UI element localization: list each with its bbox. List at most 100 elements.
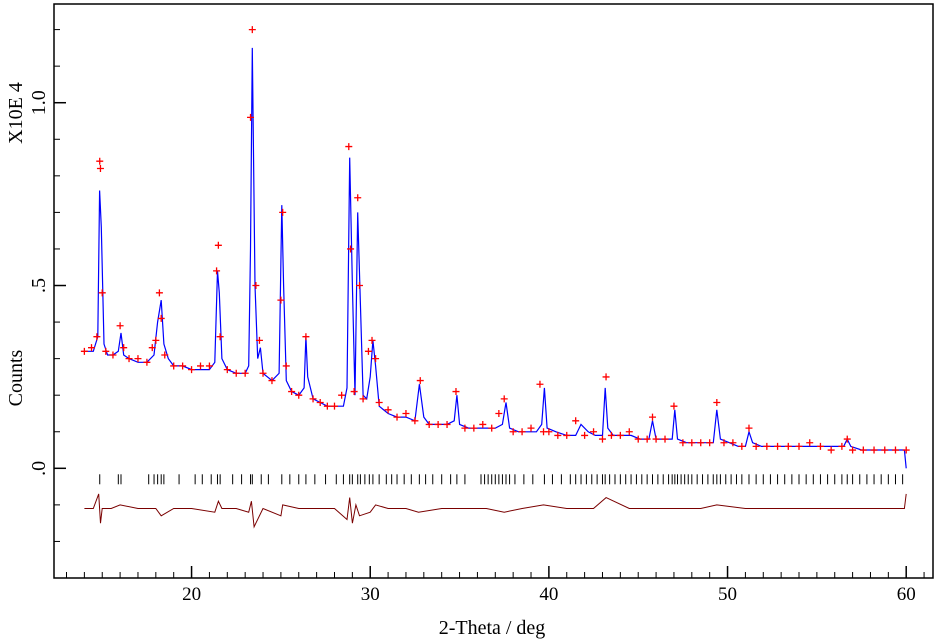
observed-point: [148, 344, 156, 352]
observed-point: [643, 435, 651, 443]
y-axis-label: Counts: [5, 349, 27, 406]
observed-point: [509, 428, 517, 436]
x-tick-label: 30: [361, 584, 380, 605]
observed-point: [697, 439, 705, 447]
observed-point: [364, 347, 372, 355]
observed-point: [223, 366, 231, 374]
observed-point: [345, 143, 353, 151]
observed-point: [241, 369, 249, 377]
x-tick-label: 50: [718, 584, 737, 605]
observed-point: [88, 344, 96, 352]
observed-point: [495, 409, 503, 417]
y-tick-label: .0: [28, 461, 50, 476]
observed-point: [152, 336, 160, 344]
x-axis-label: 2-Theta / deg: [439, 617, 546, 639]
observed-point: [500, 395, 508, 403]
observed-point: [572, 417, 580, 425]
observed-point: [838, 442, 846, 450]
observed-point: [350, 388, 358, 396]
observed-point: [843, 435, 851, 443]
observed-point: [372, 355, 380, 363]
x-tick-label: 20: [182, 584, 201, 605]
observed-point: [288, 388, 296, 396]
observed-point: [425, 420, 433, 428]
y-axis-ticks: .0 .5 1.0: [28, 29, 66, 542]
observed-point: [96, 165, 104, 173]
observed-point: [661, 435, 669, 443]
observed-point: [338, 391, 346, 399]
observed-point: [197, 362, 204, 370]
y-multiplier-label: X10E 4: [5, 82, 27, 144]
observed-point: [155, 289, 163, 297]
observed-point: [607, 431, 615, 439]
observed-point: [816, 442, 824, 450]
observed-point: [316, 399, 324, 407]
observed-point: [188, 366, 196, 374]
x-tick-label: 40: [539, 584, 558, 605]
observed-point: [652, 435, 660, 443]
observed-point: [161, 351, 169, 359]
observed-point: [881, 446, 889, 454]
observed-point: [232, 369, 240, 377]
observed-point: [416, 377, 424, 385]
observed-point: [434, 420, 442, 428]
observed-point: [902, 446, 910, 454]
observed-point: [720, 439, 728, 447]
observed-point: [125, 355, 133, 363]
observed-point: [443, 420, 451, 428]
observed-point: [268, 377, 276, 385]
observed-point: [745, 424, 753, 432]
observed-points-layer: [80, 26, 910, 454]
observed-point: [536, 380, 544, 388]
observed-point: [706, 439, 714, 447]
observed-point: [634, 435, 642, 443]
observed-point: [590, 428, 598, 436]
observed-point: [384, 406, 392, 414]
observed-point: [411, 417, 419, 425]
observed-point: [143, 358, 151, 366]
observed-point: [563, 431, 571, 439]
observed-point: [277, 296, 285, 304]
observed-point: [625, 428, 633, 436]
observed-point: [679, 439, 687, 447]
observed-point: [323, 402, 331, 410]
difference-curve-layer: [84, 493, 907, 529]
observed-point: [205, 362, 213, 370]
observed-point: [134, 355, 142, 363]
x-tick-label: 60: [897, 584, 916, 605]
observed-point: [527, 424, 535, 432]
observed-point: [670, 402, 678, 410]
observed-point: [102, 347, 110, 355]
observed-point: [93, 333, 101, 341]
observed-point: [157, 314, 165, 322]
observed-point: [616, 431, 624, 439]
observed-point: [393, 413, 401, 421]
observed-point: [247, 113, 255, 121]
observed-point: [368, 336, 376, 344]
observed-point: [827, 446, 835, 454]
observed-point: [738, 442, 746, 450]
observed-point: [330, 402, 338, 410]
observed-point: [282, 362, 290, 370]
observed-point: [479, 420, 487, 428]
y-tick-label: 1.0: [28, 90, 50, 115]
observed-point: [602, 373, 610, 381]
observed-point: [213, 267, 221, 275]
observed-point: [891, 446, 899, 454]
x-axis-ticks: 20 30 40 50 60: [66, 566, 925, 605]
observed-point: [216, 333, 224, 341]
observed-point: [713, 399, 721, 407]
observed-point: [774, 442, 782, 450]
reflection-markers-layer: [99, 474, 904, 485]
observed-point: [581, 431, 589, 439]
calculated-curve-layer: [84, 47, 907, 469]
observed-point: [470, 424, 478, 432]
observed-point: [259, 369, 267, 377]
observed-point: [375, 399, 383, 407]
observed-point: [461, 424, 469, 432]
observed-point: [80, 347, 88, 355]
observed-point: [359, 395, 367, 403]
observed-point: [518, 428, 526, 436]
observed-point: [688, 439, 696, 447]
